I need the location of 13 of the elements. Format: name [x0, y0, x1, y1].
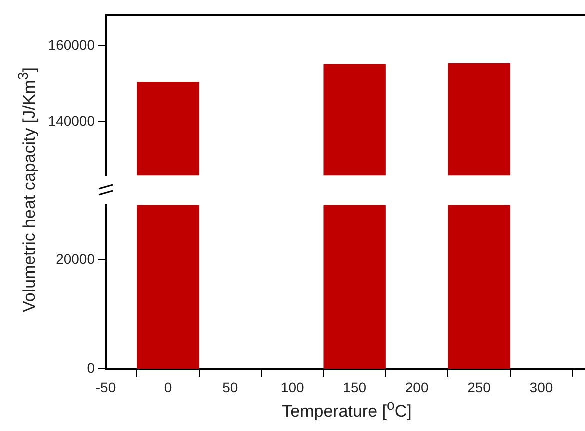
x-tick-label: 250	[468, 379, 492, 396]
y-tick-label: 20000	[56, 250, 96, 267]
y-tick-label: 0	[87, 360, 96, 376]
y-tick-label: 140000	[48, 113, 96, 130]
x-tick-label: 50	[222, 379, 238, 396]
x-tick-label: 200	[405, 379, 429, 396]
x-tick-label: 150	[343, 379, 367, 396]
y-tick-label: 160000	[48, 36, 96, 53]
x-tick-label: 300	[530, 379, 554, 396]
x-tick-label: -50	[96, 379, 116, 396]
x-tick-label: 100	[280, 379, 305, 396]
x-tick-label: 0	[164, 379, 172, 396]
x-axis-title: Temperature [$^{o}$C]	[282, 398, 412, 422]
